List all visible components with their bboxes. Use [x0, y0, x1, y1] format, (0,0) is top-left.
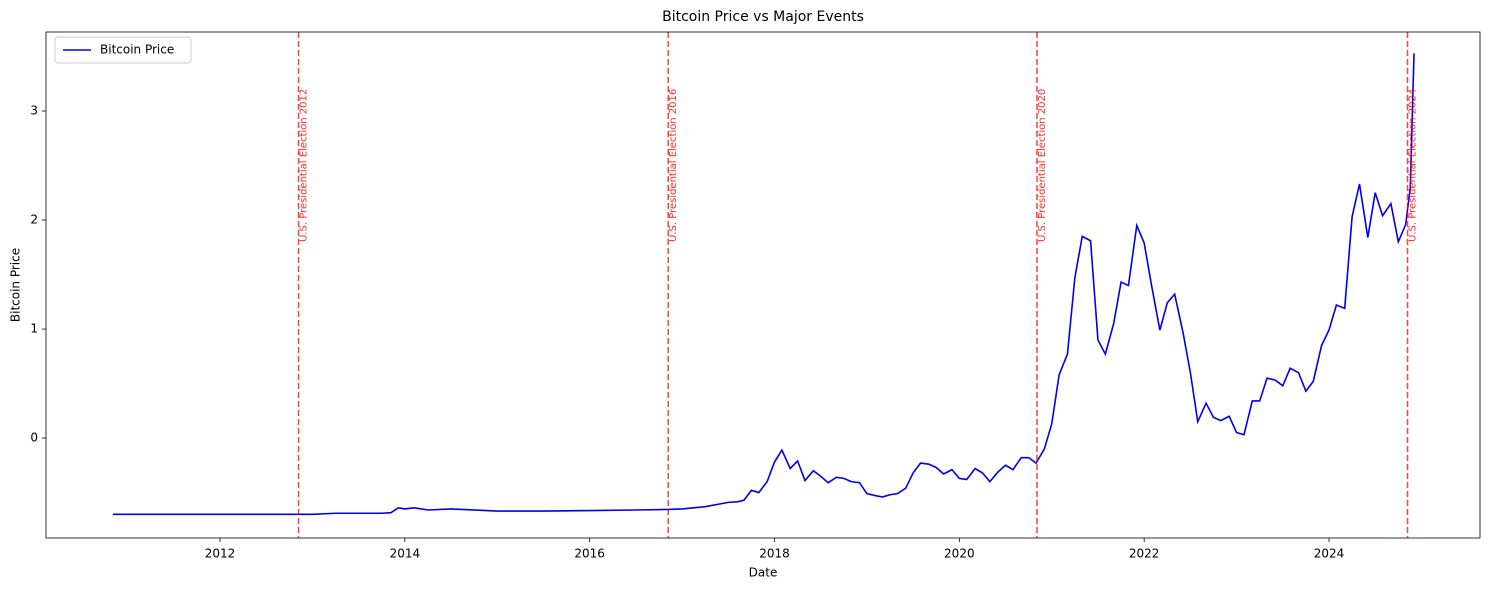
y-tick-label: 3: [30, 104, 38, 118]
x-tick-label: 2016: [574, 547, 605, 561]
y-tick-label: 2: [30, 213, 38, 227]
x-axis-label: Date: [749, 566, 778, 580]
chart-title: Bitcoin Price vs Major Events: [662, 9, 864, 25]
legend: Bitcoin Price: [54, 36, 192, 64]
event-label: U.S. Presidential Election 2020: [1037, 89, 1048, 242]
event-label: U.S. Presidential Election 2024: [1408, 89, 1419, 242]
y-tick-label: 1: [30, 322, 38, 336]
plot-frame: [45, 31, 1481, 539]
x-tick-label: 2022: [1129, 547, 1160, 561]
y-axis-label: Bitcoin Price: [9, 248, 23, 322]
y-tick-label: 0: [30, 431, 38, 445]
x-tick-label: 2014: [390, 547, 421, 561]
data-line: [112, 53, 1415, 516]
event-label: U.S. Presidential Election 2012: [299, 89, 310, 242]
legend-label: Bitcoin Price: [100, 43, 174, 57]
x-tick-label: 2018: [759, 547, 790, 561]
event-label: U.S. Presidential Election 2016: [668, 89, 679, 242]
x-tick-label: 2012: [205, 547, 236, 561]
legend-box: [54, 36, 192, 64]
x-tick-label: 2020: [944, 547, 975, 561]
x-tick-label: 2024: [1314, 547, 1345, 561]
